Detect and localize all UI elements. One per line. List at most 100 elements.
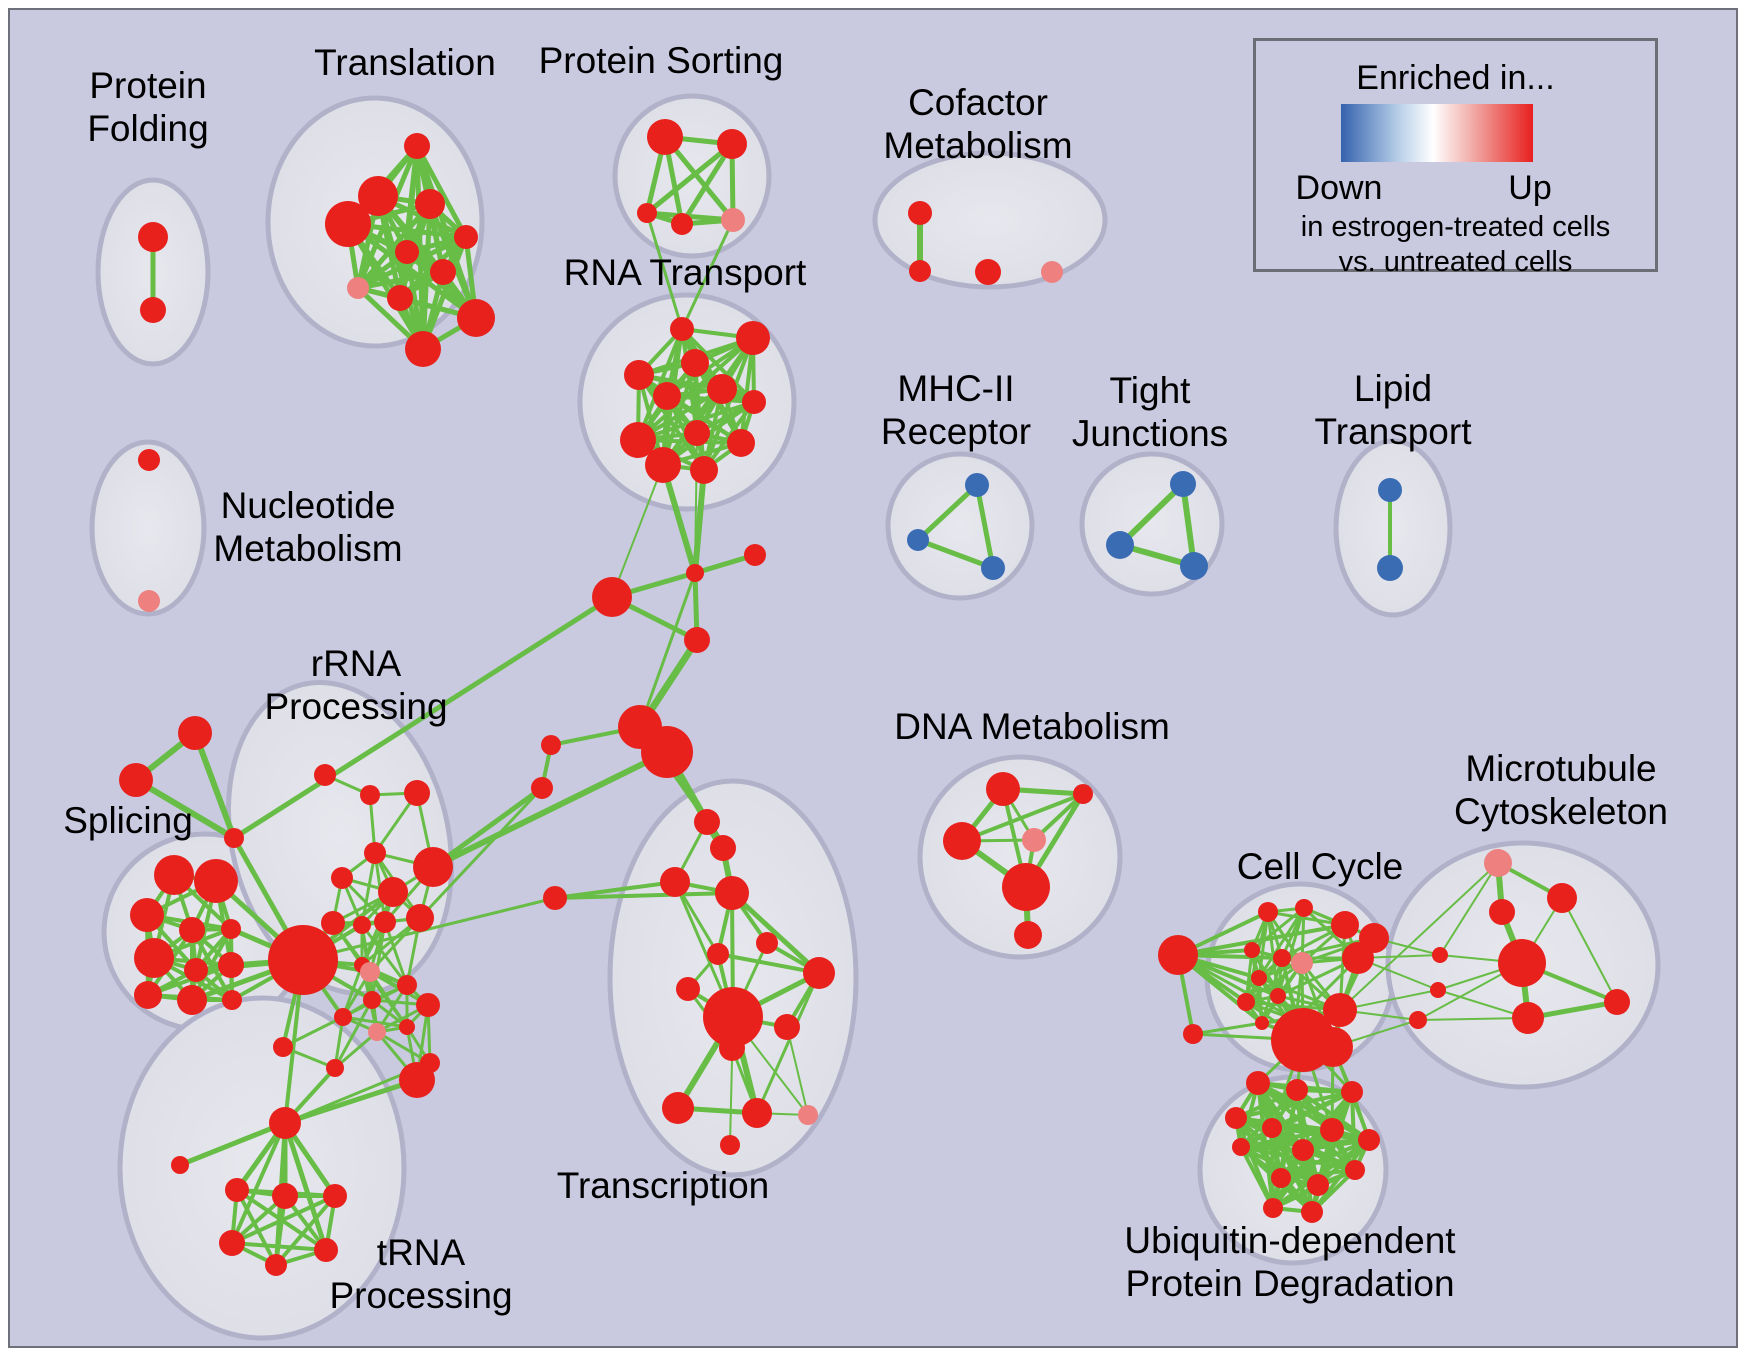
trna-node-4[interactable] [323, 1184, 347, 1208]
ubiquitin-node-1[interactable] [1286, 1079, 1308, 1101]
ubiquitin-node-10[interactable] [1271, 1168, 1291, 1188]
dna_metabolism-node-2[interactable] [943, 822, 981, 860]
rrna-node-9[interactable] [374, 911, 396, 933]
splicing-node-10[interactable] [222, 990, 242, 1010]
protein_sorting-node-2[interactable] [637, 203, 657, 223]
cc_ext-node-1[interactable] [1183, 1024, 1203, 1044]
transcription-node-5[interactable] [707, 943, 729, 965]
ubiquitin-node-6[interactable] [1358, 1129, 1380, 1151]
splicing-node-9[interactable] [177, 985, 207, 1015]
rrna-node-14[interactable] [363, 991, 381, 1009]
trna-node-7[interactable] [314, 1238, 338, 1262]
microtubule-node-8[interactable] [1409, 1011, 1427, 1029]
rrna-node-13[interactable] [397, 975, 417, 995]
ubiquitin-node-5[interactable] [1320, 1118, 1344, 1142]
transcription-node-0[interactable] [694, 809, 720, 835]
splicing-node-2[interactable] [130, 898, 164, 932]
hub-node-0[interactable] [268, 925, 338, 995]
rrna-node-1[interactable] [360, 785, 380, 805]
dna_metabolism-node-5[interactable] [1014, 921, 1042, 949]
transcription-node-1[interactable] [710, 835, 736, 861]
rna_transport-node-10[interactable] [645, 447, 681, 483]
transcription-node-4[interactable] [756, 932, 778, 954]
transcription-node-14[interactable] [720, 1135, 740, 1155]
chain-node-6[interactable] [541, 735, 561, 755]
cell_cycle-node-5[interactable] [1273, 949, 1291, 967]
mhc2_receptor-node-1[interactable] [907, 529, 929, 551]
rrna-node-10[interactable] [406, 904, 434, 932]
ubiquitin-node-4[interactable] [1262, 1118, 1282, 1138]
trna-node-2[interactable] [225, 1178, 249, 1202]
microtubule-node-0[interactable] [1484, 849, 1512, 877]
tight_junctions-node-2[interactable] [1180, 552, 1208, 580]
chain-node-2[interactable] [744, 544, 766, 566]
rrna-node-12[interactable] [360, 962, 380, 982]
splicing-node-5[interactable] [134, 938, 174, 978]
lipid_transport-node-0[interactable] [1378, 478, 1402, 502]
chain-node-1[interactable] [592, 577, 632, 617]
ubiquitin-node-3[interactable] [1225, 1107, 1247, 1129]
cell_cycle-node-12[interactable] [1323, 993, 1357, 1027]
protein_folding-node-0[interactable] [138, 222, 168, 252]
cell_cycle-node-6[interactable] [1291, 952, 1313, 974]
microtubule-node-7[interactable] [1430, 982, 1446, 998]
splicing-node-7[interactable] [218, 952, 244, 978]
translation-node-0[interactable] [404, 133, 430, 159]
rna_transport-node-6[interactable] [742, 390, 766, 414]
translation-node-2[interactable] [415, 189, 445, 219]
microtubule-node-2[interactable] [1489, 899, 1515, 925]
cell_cycle-node-15[interactable] [1313, 1027, 1353, 1067]
rna_transport-node-1[interactable] [736, 321, 770, 355]
rna_transport-node-2[interactable] [624, 360, 654, 390]
microtubule-node-6[interactable] [1432, 947, 1448, 963]
cell_cycle-node-4[interactable] [1244, 942, 1260, 958]
translation-node-8[interactable] [387, 285, 413, 311]
transcription-node-11[interactable] [662, 1092, 694, 1124]
cell_cycle-node-10[interactable] [1255, 1016, 1269, 1030]
protein_sorting-node-4[interactable] [721, 208, 745, 232]
cofactor_metabolism-node-2[interactable] [975, 259, 1001, 285]
tight_junctions-node-1[interactable] [1106, 531, 1134, 559]
dna_metabolism-node-0[interactable] [986, 772, 1020, 806]
transcription-node-6[interactable] [803, 957, 835, 989]
ubiquitin-node-13[interactable] [1301, 1201, 1323, 1223]
ubiquitin-node-0[interactable] [1246, 1071, 1270, 1095]
ubiquitin-node-8[interactable] [1292, 1139, 1314, 1161]
rrna-node-6[interactable] [378, 877, 408, 907]
rrna-node-17[interactable] [368, 1023, 386, 1041]
cell_cycle-node-8[interactable] [1237, 993, 1255, 1011]
rrna-node-21[interactable] [326, 1059, 344, 1077]
cell_cycle-node-7[interactable] [1251, 970, 1267, 986]
rrna-node-8[interactable] [353, 916, 371, 934]
rrna-node-18[interactable] [399, 1019, 415, 1035]
splicing-node-3[interactable] [179, 917, 205, 943]
microtubule-node-3[interactable] [1498, 939, 1546, 987]
translation-node-6[interactable] [430, 259, 456, 285]
cell_cycle-node-2[interactable] [1331, 911, 1359, 939]
transcription-node-2[interactable] [660, 867, 690, 897]
ubiquitin-node-9[interactable] [1345, 1160, 1365, 1180]
chain-node-0[interactable] [686, 564, 704, 582]
dna_metabolism-node-3[interactable] [1022, 828, 1046, 852]
translation-node-9[interactable] [457, 299, 495, 337]
rrna-node-2[interactable] [404, 780, 430, 806]
ubiquitin-node-7[interactable] [1232, 1138, 1250, 1156]
translation-node-10[interactable] [405, 331, 441, 367]
trna-node-5[interactable] [219, 1230, 245, 1256]
rna_transport-node-11[interactable] [690, 456, 718, 484]
cell_cycle-node-13[interactable] [1342, 942, 1374, 974]
transcription-node-13[interactable] [798, 1105, 818, 1125]
translation-node-1[interactable] [358, 176, 398, 216]
rrna-node-16[interactable] [334, 1008, 352, 1026]
ubiquitin-node-12[interactable] [1263, 1198, 1283, 1218]
lipid_transport-node-1[interactable] [1377, 555, 1403, 581]
splicing-node-6[interactable] [184, 958, 208, 982]
translation-node-3[interactable] [325, 201, 371, 247]
chain-node-5[interactable] [641, 726, 693, 778]
splicing_triangle-node-0[interactable] [178, 716, 212, 750]
transcription-node-8[interactable] [703, 987, 763, 1047]
rna_transport-node-5[interactable] [653, 382, 681, 410]
splicing-node-4[interactable] [221, 919, 241, 939]
trna-node-3[interactable] [272, 1183, 298, 1209]
microtubule-node-4[interactable] [1512, 1002, 1544, 1034]
